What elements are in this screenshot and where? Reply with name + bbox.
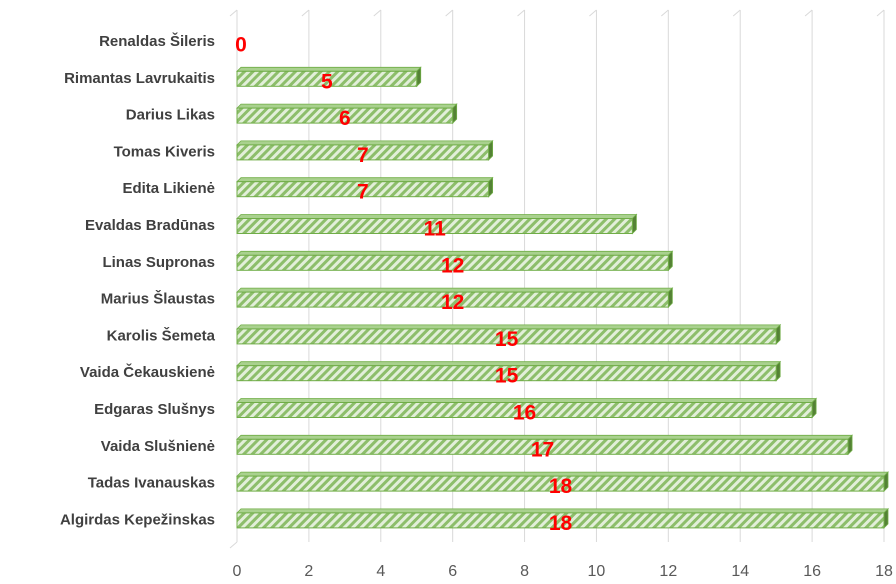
bar-side: [811, 397, 817, 419]
bar-side: [883, 507, 889, 529]
bar: [236, 103, 458, 125]
x-tick-label: 18: [875, 563, 893, 580]
y-tick-label: Edgaras Slušnys: [94, 401, 215, 418]
x-tick-label: 6: [448, 563, 457, 580]
y-tick-label: Linas Supronas: [102, 254, 215, 271]
grid-line: [804, 9, 813, 17]
value-label: 12: [441, 254, 464, 277]
bar-front: [236, 438, 849, 455]
grid-line: [301, 9, 310, 17]
x-tick-label: 8: [520, 563, 529, 580]
y-tick-label: Renaldas Šileris: [99, 32, 215, 50]
x-tick-label: 0: [233, 563, 242, 580]
bar-front: [236, 107, 454, 124]
grid-line: [373, 9, 382, 17]
x-tick-label: 12: [659, 563, 677, 580]
bar: [236, 507, 889, 529]
bar-side: [488, 139, 494, 161]
bar-front: [236, 70, 418, 87]
y-tick-label: Evaldas Bradūnas: [85, 217, 215, 234]
bar-side: [667, 250, 673, 272]
value-label: 11: [424, 218, 447, 241]
bar: [236, 397, 818, 419]
grid-line: [589, 9, 597, 17]
x-tick-label: 4: [376, 563, 385, 580]
bar: [236, 213, 638, 235]
bar-front: [236, 365, 777, 382]
y-tick-label: Vaida Čekauskienė: [80, 363, 215, 381]
value-label: 18: [549, 512, 573, 535]
value-label: 5: [321, 70, 333, 93]
bar: [236, 139, 494, 161]
bar-side: [452, 103, 458, 125]
bar-front: [236, 291, 669, 308]
y-tick-label: Vaida Slušnienė: [101, 438, 215, 455]
bar-side: [631, 213, 637, 235]
bar-front: [236, 254, 669, 271]
bar-side: [416, 66, 422, 88]
bar-side: [775, 323, 781, 345]
bar: [236, 323, 782, 345]
value-label: 15: [495, 328, 519, 351]
value-label: 12: [441, 291, 464, 314]
bar-front: [236, 475, 885, 492]
bar: [236, 287, 674, 309]
bar-side: [775, 360, 781, 382]
grid-line: [517, 9, 525, 17]
bar-side: [667, 287, 673, 309]
y-tick-label: Marius Šlaustas: [101, 290, 215, 308]
x-tick-label: 10: [588, 563, 606, 580]
bar-side: [488, 176, 494, 198]
value-label: 0: [235, 34, 247, 57]
grid-line: [445, 9, 453, 17]
y-tick-label: Tadas Ivanauskas: [88, 475, 215, 492]
bar-front: [236, 218, 633, 234]
y-tick-label: Algirdas Kepežinskas: [60, 511, 215, 528]
value-label: 7: [357, 144, 369, 167]
value-label: 16: [513, 402, 536, 425]
bar-side: [883, 471, 889, 493]
grid-line: [732, 9, 741, 17]
y-tick-label: Tomas Kiveris: [114, 143, 215, 160]
y-tick-label: Karolis Šemeta: [107, 326, 216, 344]
value-label: 18: [549, 475, 573, 498]
grid-line: [661, 9, 669, 17]
value-label: 6: [339, 107, 351, 130]
value-label: 15: [495, 365, 519, 388]
bar: [236, 360, 782, 382]
y-tick-label: Rimantas Lavrukaitis: [64, 70, 215, 87]
bar-front: [236, 144, 490, 161]
bar-front: [236, 402, 813, 418]
grid-line: [876, 9, 885, 17]
x-tick-label: 16: [803, 563, 821, 580]
bar: [236, 66, 422, 88]
bar: [236, 434, 854, 456]
bar: [236, 176, 494, 198]
bar: [236, 250, 674, 272]
bar-front: [236, 512, 885, 529]
y-tick-label: Edita Likienė: [122, 180, 215, 197]
bar-front: [236, 328, 777, 345]
x-tick-label: 14: [731, 563, 749, 580]
value-label: 7: [357, 181, 369, 204]
bar-front: [236, 181, 490, 198]
y-tick-label: Darius Likas: [126, 107, 215, 124]
bar: [236, 471, 889, 493]
bar-side: [847, 434, 853, 456]
floor-edge: [229, 541, 238, 549]
x-tick-label: 2: [304, 563, 313, 580]
value-label: 17: [531, 438, 554, 461]
grid-line: [229, 9, 238, 17]
